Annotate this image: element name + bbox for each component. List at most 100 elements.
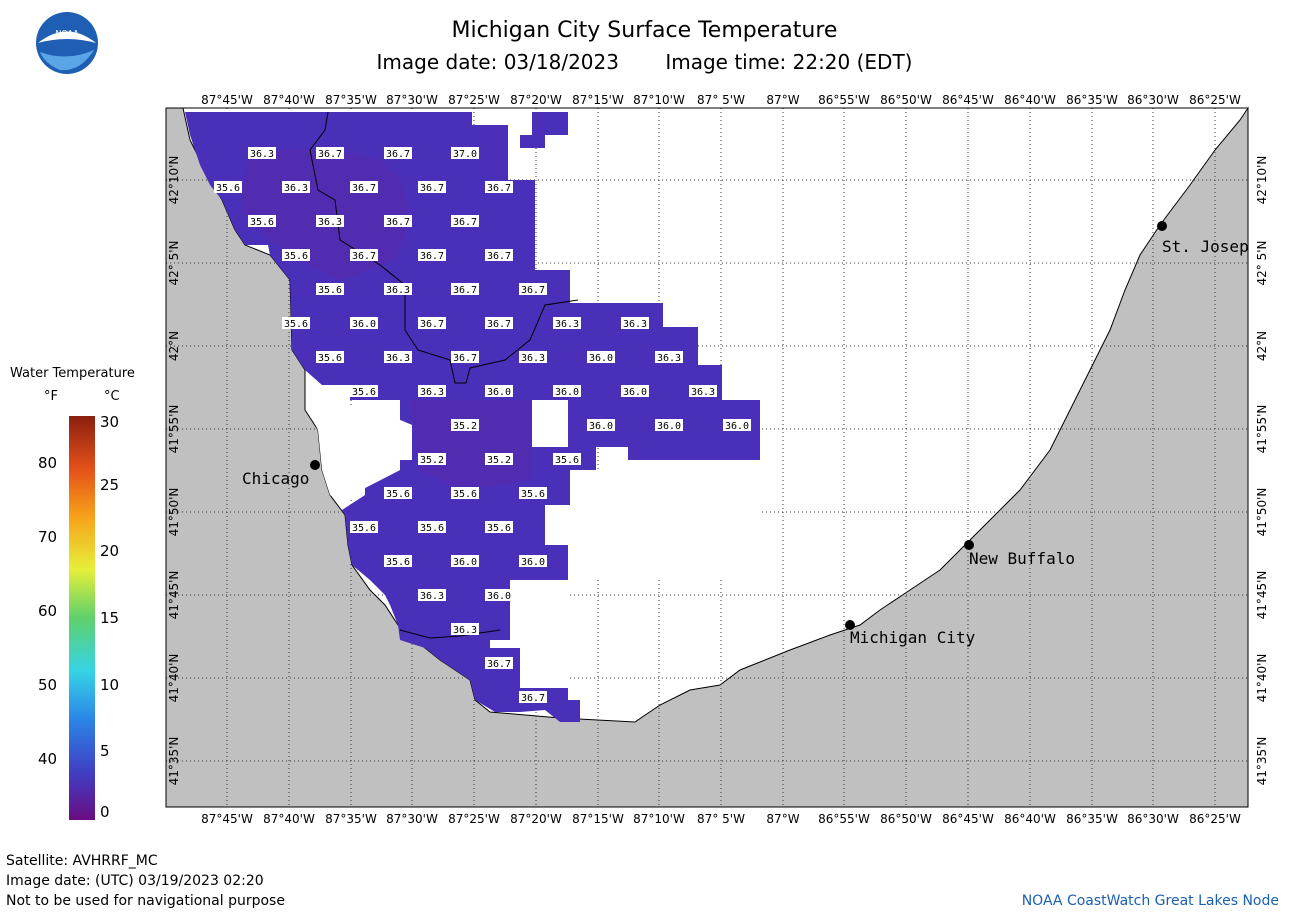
temp-label-bg [655, 351, 683, 363]
temp-label-bg [350, 181, 378, 193]
temp-label-bg [451, 555, 479, 567]
temp-label-bg [316, 215, 344, 227]
lon-label-top: 87°30'W [386, 93, 438, 107]
temp-label-bg [451, 147, 479, 159]
temp-label: 36.7 [420, 183, 444, 194]
temp-label-bg [248, 147, 276, 159]
lat-label-left: 41°35'N [167, 737, 181, 786]
temp-label-bg [316, 351, 344, 363]
temp-label-bg [418, 181, 446, 193]
temp-label: 36.7 [420, 319, 444, 330]
temp-label-bg [485, 385, 513, 397]
legend-c-tick: 30 [100, 413, 120, 431]
temp-label: 36.3 [657, 353, 681, 364]
lat-label-right: 41°55'N [1255, 405, 1269, 454]
lon-label-bottom: 86°35'W [1066, 812, 1118, 826]
lon-label-bottom: 87° 5'W [697, 812, 745, 826]
temp-label-bg [282, 317, 310, 329]
temp-label-bg [350, 317, 378, 329]
page-title: Michigan City Surface Temperature [451, 18, 838, 43]
city-label: Michigan City [850, 628, 976, 647]
lon-label-top: 87°15'W [572, 93, 624, 107]
temp-label: 36.7 [386, 217, 410, 228]
lon-label-top: 87°35'W [325, 93, 377, 107]
temp-label: 36.7 [453, 285, 477, 296]
temp-label-bg [519, 555, 547, 567]
temp-label: 36.7 [453, 217, 477, 228]
temp-label-bg [485, 657, 513, 669]
lon-label-bottom: 87°30'W [386, 812, 438, 826]
temp-label-bg [418, 521, 446, 533]
temp-label: 35.6 [386, 557, 410, 568]
legend-unit-c: °C [104, 389, 120, 404]
lat-label-right: 41°40'N [1255, 654, 1269, 703]
lat-label-right: 41°50'N [1255, 488, 1269, 537]
lon-label-bottom: 87°40'W [263, 812, 315, 826]
lon-label-top: 87°20'W [510, 93, 562, 107]
temp-label-bg [587, 419, 615, 431]
legend-f-tick: 70 [38, 528, 58, 546]
temperature-labels: 36.3 36.7 36.7 37.0 35.6 36.3 36.7 36.7 36.7 35.6… [214, 147, 751, 704]
temp-label: 36.3 [420, 387, 444, 398]
lat-label-left: 41°45'N [167, 571, 181, 620]
legend-f-tick: 50 [38, 676, 58, 694]
disclaimer-label: Not to be used for navigational purpose [6, 893, 285, 909]
lon-label-bottom: 86°45'W [942, 812, 994, 826]
lon-label-top: 86°25'W [1189, 93, 1241, 107]
temp-label-bg [384, 215, 412, 227]
legend-title: Water Temperature [10, 366, 135, 381]
temp-label-bg [553, 317, 581, 329]
temp-label: 36.3 [386, 353, 410, 364]
temp-label: 35.2 [420, 455, 444, 466]
lon-label-bottom: 86°30'W [1127, 812, 1179, 826]
temp-label-bg [384, 147, 412, 159]
lon-label-bottom: 87°45'W [201, 812, 253, 826]
temp-label: 37.0 [453, 149, 477, 160]
temp-label-bg [553, 453, 581, 465]
city-label: New Buffalo [969, 549, 1075, 568]
temp-label: 36.7 [487, 319, 511, 330]
city-dot [1157, 221, 1167, 231]
temp-label: 36.3 [691, 387, 715, 398]
temp-label: 35.6 [352, 523, 376, 534]
utc-date-label: Image date: (UTC) 03/19/2023 02:20 [6, 873, 264, 889]
temp-label: 36.3 [318, 217, 342, 228]
lon-label-top: 86°30'W [1127, 93, 1179, 107]
temp-label: 36.7 [352, 251, 376, 262]
city-label: St. Josep [1162, 237, 1249, 256]
lat-label-right: 41°35'N [1255, 737, 1269, 786]
temp-label: 36.7 [487, 183, 511, 194]
temp-label: 36.7 [453, 353, 477, 364]
temp-label-bg [485, 317, 513, 329]
temp-label-bg [621, 317, 649, 329]
city-markers: Chicago St. Josep New Buffalo Michigan City [242, 221, 1249, 647]
temp-label-bg [519, 283, 547, 295]
lat-label-right: 42°10'N [1255, 156, 1269, 205]
temp-label-bg [350, 385, 378, 397]
credit-label: NOAA CoastWatch Great Lakes Node [1021, 893, 1279, 909]
legend-unit-f: °F [44, 389, 58, 404]
temp-label: 36.7 [487, 251, 511, 262]
image-time: Image time: 22:20 (EDT) [665, 50, 913, 74]
lat-label-left: 41°40'N [167, 654, 181, 703]
temp-label-bg [384, 555, 412, 567]
temp-label-bg [587, 351, 615, 363]
temp-label: 35.6 [386, 489, 410, 500]
lon-label-top: 87°10'W [633, 93, 685, 107]
lon-label-top: 86°55'W [818, 93, 870, 107]
temp-label-bg [451, 215, 479, 227]
temp-label: 35.2 [453, 421, 477, 432]
temp-label-bg [316, 147, 344, 159]
temp-label: 35.2 [487, 455, 511, 466]
temp-label-bg [655, 419, 683, 431]
lon-label-top: 87°W [766, 93, 799, 107]
lon-label-bottom: 87°35'W [325, 812, 377, 826]
temp-label: 36.0 [725, 421, 749, 432]
temp-label-bg [282, 249, 310, 261]
lon-label-top: 86°50'W [880, 93, 932, 107]
legend-c-tick: 10 [100, 676, 120, 694]
temp-label: 36.0 [453, 557, 477, 568]
lat-label-left: 42°N [167, 331, 181, 361]
temp-label-bg [418, 589, 446, 601]
